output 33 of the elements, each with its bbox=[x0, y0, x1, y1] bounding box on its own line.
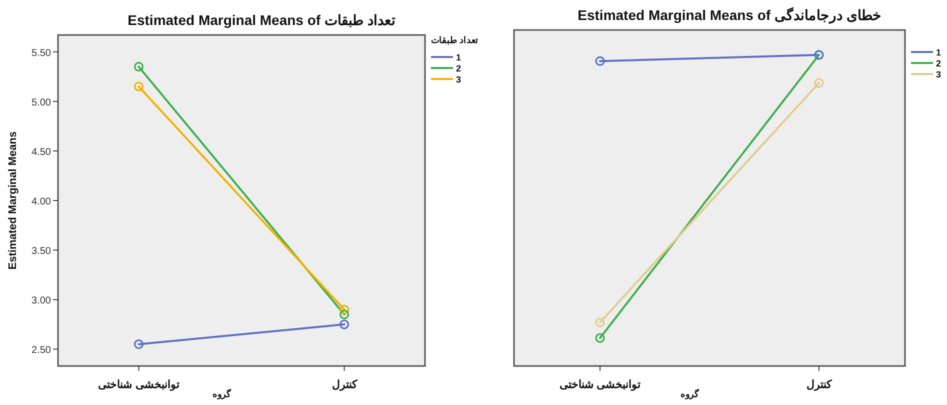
point bbox=[134, 62, 144, 72]
y-axis-title: Estimated Marginal Means bbox=[7, 131, 19, 270]
point bbox=[339, 310, 350, 320]
point bbox=[134, 339, 144, 349]
y-tick-label: 4.50 bbox=[32, 146, 52, 158]
y-tick-label: 4.00 bbox=[32, 196, 52, 208]
point bbox=[339, 320, 350, 330]
legend-label: 2 bbox=[456, 64, 462, 74]
x-tick-label: توانبخشی شناختی bbox=[559, 379, 641, 391]
legend-label: 3 bbox=[456, 74, 462, 84]
point bbox=[595, 56, 605, 66]
legend-label: 1 bbox=[936, 48, 942, 58]
point bbox=[595, 333, 605, 343]
x-axis-title: گروه bbox=[212, 388, 232, 400]
legend-label: 1 bbox=[456, 52, 462, 62]
point bbox=[339, 304, 350, 314]
point bbox=[134, 82, 144, 92]
y-tick-label: 5.50 bbox=[32, 48, 52, 59]
x-axis-title: گروه bbox=[680, 388, 700, 400]
y-tick-label: 2.50 bbox=[32, 345, 52, 356]
point bbox=[595, 318, 605, 328]
legend-label: 3 bbox=[936, 70, 942, 80]
y-tick-label: 3.50 bbox=[32, 246, 52, 258]
chart-title: Estimated Marginal Means of تعداد طبقات bbox=[128, 12, 396, 28]
legend-title: تعداد طبقات bbox=[431, 35, 479, 45]
x-tick-label: توانبخشی شناختی bbox=[98, 379, 180, 391]
y-tick-label: 3.00 bbox=[32, 296, 52, 307]
chart-title: Estimated Marginal Means of خطای درجاماندگی bbox=[578, 7, 882, 24]
y-tick-label: 5.00 bbox=[32, 97, 52, 108]
legend-label: 2 bbox=[936, 58, 942, 68]
x-tick-label: کنترل bbox=[332, 379, 358, 391]
point bbox=[814, 78, 824, 88]
x-tick-label: کنترل bbox=[806, 379, 832, 391]
